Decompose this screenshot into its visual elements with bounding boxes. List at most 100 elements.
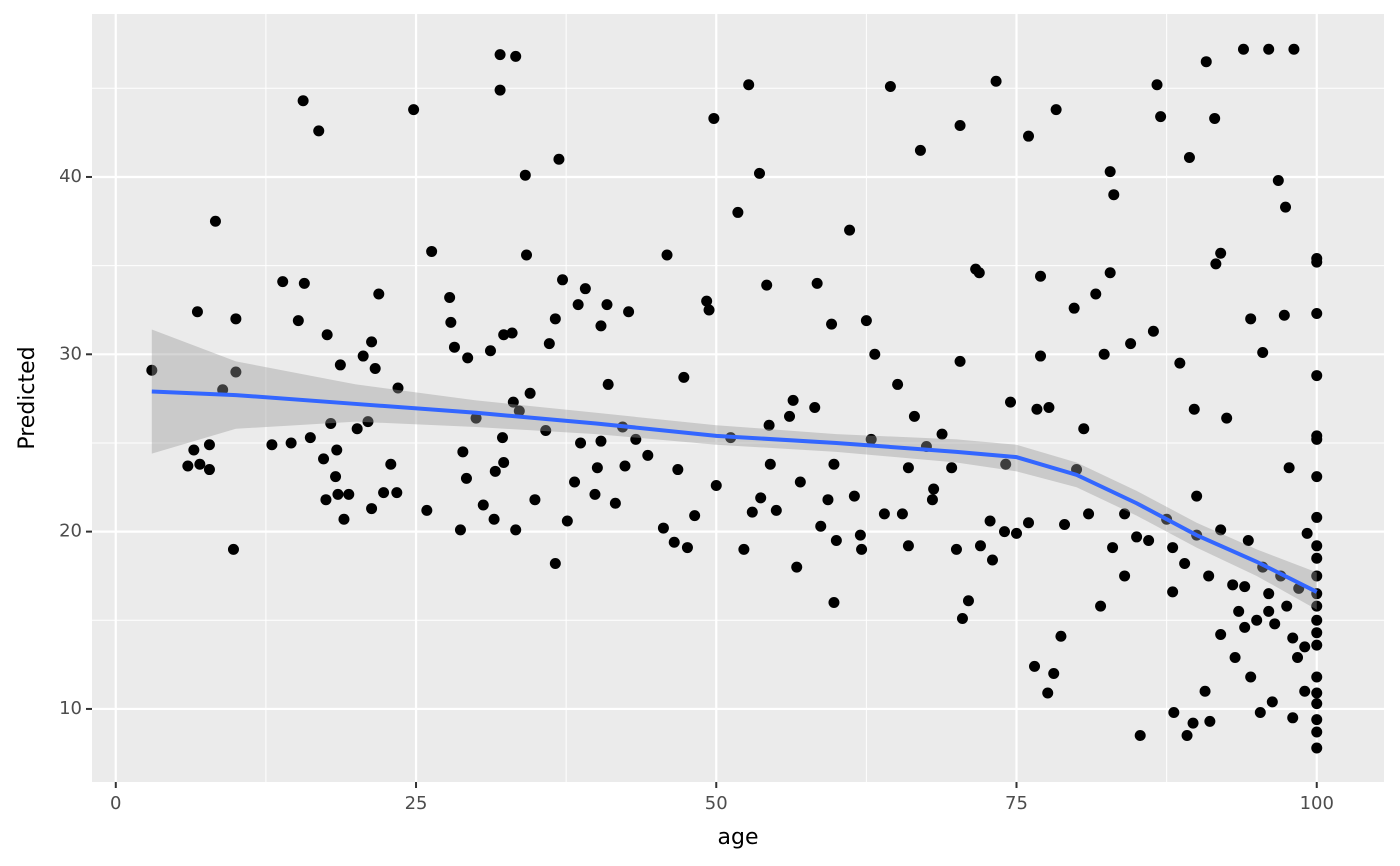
y-tick-label: 10 bbox=[59, 698, 82, 719]
x-tick-label: 50 bbox=[705, 793, 728, 814]
point bbox=[998, 526, 1010, 538]
point bbox=[1029, 660, 1041, 672]
point bbox=[1023, 130, 1035, 142]
point bbox=[822, 494, 834, 506]
point bbox=[462, 352, 474, 364]
point bbox=[954, 120, 966, 132]
point bbox=[1155, 111, 1167, 123]
point bbox=[896, 508, 908, 520]
point bbox=[1287, 632, 1299, 644]
point bbox=[984, 515, 996, 527]
point bbox=[351, 423, 363, 435]
point bbox=[908, 410, 920, 422]
point bbox=[642, 449, 654, 461]
point bbox=[668, 536, 680, 548]
point bbox=[408, 104, 420, 116]
point bbox=[579, 283, 591, 295]
y-tick-label: 20 bbox=[59, 521, 82, 542]
point bbox=[524, 387, 536, 399]
point bbox=[325, 417, 337, 429]
point bbox=[1311, 714, 1323, 726]
point bbox=[1311, 552, 1323, 564]
point bbox=[448, 341, 460, 353]
point bbox=[619, 460, 631, 472]
point bbox=[549, 558, 561, 570]
point bbox=[1311, 742, 1323, 754]
point bbox=[1048, 667, 1060, 679]
point bbox=[1251, 614, 1263, 626]
point bbox=[313, 125, 325, 137]
point bbox=[1043, 401, 1055, 413]
point bbox=[791, 561, 803, 573]
y-tick-label: 30 bbox=[59, 343, 82, 364]
point bbox=[1269, 618, 1281, 630]
point bbox=[826, 318, 838, 330]
point bbox=[572, 299, 584, 311]
point bbox=[1143, 534, 1155, 546]
point bbox=[595, 435, 607, 447]
point bbox=[540, 425, 552, 437]
point bbox=[764, 458, 776, 470]
point bbox=[421, 504, 433, 516]
point bbox=[1203, 570, 1215, 582]
point bbox=[553, 153, 565, 165]
point bbox=[1023, 517, 1035, 529]
smooth-line bbox=[151, 389, 1318, 594]
point bbox=[1311, 570, 1323, 582]
point bbox=[763, 419, 775, 431]
point bbox=[1104, 267, 1116, 279]
point bbox=[595, 320, 607, 332]
point bbox=[292, 315, 304, 327]
point bbox=[1227, 579, 1239, 591]
point bbox=[672, 464, 684, 476]
point bbox=[990, 75, 1002, 87]
point bbox=[710, 480, 722, 492]
point bbox=[701, 295, 713, 307]
point bbox=[1299, 641, 1311, 653]
point bbox=[623, 306, 635, 318]
point bbox=[784, 410, 796, 422]
point bbox=[1035, 270, 1047, 282]
point bbox=[1125, 338, 1137, 350]
point bbox=[489, 465, 501, 477]
point bbox=[477, 499, 489, 511]
point bbox=[630, 433, 642, 445]
point bbox=[575, 437, 587, 449]
point bbox=[1281, 600, 1293, 612]
point bbox=[1215, 524, 1227, 536]
point bbox=[1311, 687, 1323, 699]
point bbox=[519, 169, 531, 181]
point bbox=[1233, 605, 1245, 617]
x-tick-label: 25 bbox=[405, 793, 428, 814]
point bbox=[320, 494, 332, 506]
point bbox=[1311, 614, 1323, 626]
point bbox=[986, 554, 998, 566]
point bbox=[230, 313, 242, 325]
point bbox=[203, 464, 215, 476]
point bbox=[543, 338, 555, 350]
point bbox=[1311, 370, 1323, 382]
point bbox=[1221, 412, 1233, 424]
point bbox=[298, 277, 310, 289]
point bbox=[1055, 630, 1067, 642]
point bbox=[936, 428, 948, 440]
point bbox=[385, 458, 397, 470]
point bbox=[770, 504, 782, 516]
point bbox=[1239, 581, 1251, 593]
point bbox=[794, 476, 806, 488]
point bbox=[561, 515, 573, 527]
point bbox=[1050, 104, 1062, 116]
point bbox=[860, 315, 872, 327]
point bbox=[753, 167, 765, 179]
point bbox=[809, 401, 821, 413]
point bbox=[488, 513, 500, 525]
point bbox=[956, 613, 968, 625]
point bbox=[1174, 357, 1186, 369]
point bbox=[507, 396, 519, 408]
point bbox=[494, 84, 506, 96]
point bbox=[1299, 685, 1311, 697]
point bbox=[601, 299, 613, 311]
point bbox=[1311, 540, 1323, 552]
point bbox=[738, 543, 750, 555]
